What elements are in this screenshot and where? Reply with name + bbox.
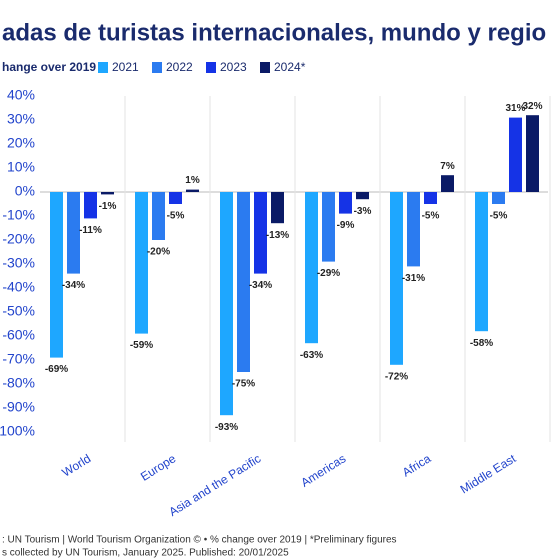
value-label: 1% [185, 175, 200, 186]
y-tick-label: 10% [7, 159, 35, 175]
y-tick-label: -70% [2, 351, 35, 367]
y-tick-label: -60% [2, 327, 35, 343]
value-label: -72% [385, 371, 408, 382]
x-tick-label: Americas [298, 451, 348, 489]
bar [356, 192, 369, 200]
x-tick-label: Africa [400, 451, 434, 479]
value-label: -5% [167, 211, 185, 222]
value-label: -34% [249, 280, 272, 291]
bar [339, 192, 352, 214]
value-label: -29% [317, 268, 340, 279]
bar [67, 192, 80, 274]
x-tick-label: Asia and the Pacific [166, 451, 263, 519]
x-tick-label: Middle East [458, 451, 519, 496]
value-label: -59% [130, 340, 153, 351]
y-tick-label: -20% [2, 231, 35, 247]
bar [254, 192, 267, 274]
y-tick-label: -90% [2, 399, 35, 415]
y-tick-label: 0% [15, 183, 35, 199]
bar [492, 192, 505, 204]
bar [271, 192, 284, 224]
value-label: 7% [440, 161, 455, 172]
value-label: -69% [45, 364, 68, 375]
bar [135, 192, 148, 334]
value-label: -34% [62, 280, 85, 291]
bar [84, 192, 97, 219]
bar [390, 192, 403, 365]
legend-swatch [206, 62, 216, 73]
value-label: -31% [402, 273, 425, 284]
legend-swatch [98, 62, 108, 73]
bar [237, 192, 250, 372]
bar [424, 192, 437, 204]
x-tick-label: Europe [138, 451, 179, 484]
value-label: -75% [232, 379, 255, 390]
value-label: -5% [490, 211, 508, 222]
bar [475, 192, 488, 332]
value-label: -93% [215, 422, 238, 433]
bar [101, 192, 114, 195]
bar [441, 175, 454, 192]
value-label: -3% [354, 206, 372, 217]
y-tick-label: -30% [2, 255, 35, 271]
y-tick-label: -100% [0, 423, 35, 439]
bar [152, 192, 165, 240]
chart-title: adas de turistas internacionales, mundo … [2, 19, 546, 46]
legend-label: 2023 [220, 60, 247, 74]
bar [50, 192, 63, 358]
legend-swatch [152, 62, 162, 73]
y-tick-label: 20% [7, 135, 35, 151]
bar [526, 115, 539, 192]
x-tick-label: World [59, 451, 93, 479]
value-label: 32% [522, 101, 542, 112]
value-label: 31% [505, 103, 525, 114]
legend-title: hange over 2019 [2, 60, 96, 74]
value-label: -9% [337, 220, 355, 231]
legend-label: 2022 [166, 60, 193, 74]
value-label: -1% [99, 201, 117, 212]
y-tick-label: -80% [2, 375, 35, 391]
legend-swatch [260, 62, 270, 73]
bar [186, 189, 199, 192]
value-label: -11% [79, 225, 102, 236]
legend-label: 2024* [274, 60, 306, 74]
y-tick-label: 30% [7, 111, 35, 127]
value-label: -20% [147, 247, 170, 258]
footer: : UN Tourism | World Tourism Organizatio… [2, 535, 397, 546]
y-tick-label: -40% [2, 279, 35, 295]
bar [305, 192, 318, 344]
bar [407, 192, 420, 267]
value-label: -5% [422, 211, 440, 222]
y-tick-label: -10% [2, 207, 35, 223]
value-label: -13% [266, 230, 289, 241]
y-tick-label: -50% [2, 303, 35, 319]
value-label: -63% [300, 350, 323, 361]
bar [220, 192, 233, 416]
legend-label: 2021 [112, 60, 139, 74]
bar [169, 192, 182, 204]
value-label: -58% [470, 338, 493, 349]
bar [509, 117, 522, 192]
footer: s collected by UN Tourism, January 2025.… [2, 548, 289, 559]
bar [322, 192, 335, 262]
y-tick-label: 40% [7, 87, 35, 103]
